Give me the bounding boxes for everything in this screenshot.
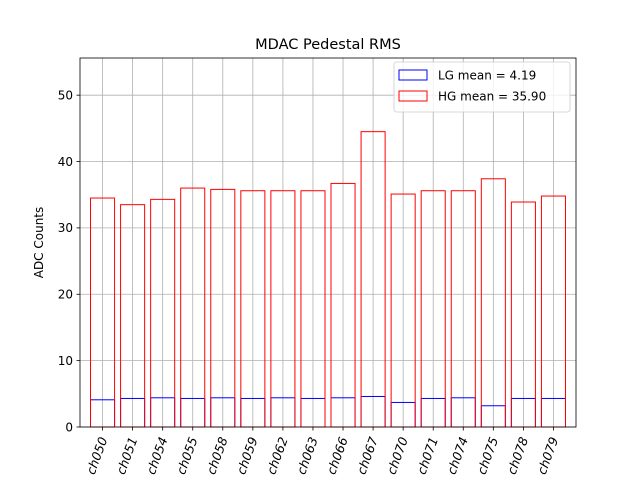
legend-box (393, 61, 571, 113)
x-tick-label: ch067 (354, 435, 381, 476)
y-axis-label: ADC Counts (32, 207, 46, 279)
x-tick-label: ch070 (384, 435, 411, 476)
x-tick-label: ch079 (534, 435, 561, 476)
x-tick-label: ch066 (324, 435, 351, 476)
x-tick-label: ch058 (203, 435, 230, 476)
x-tick-label: ch055 (173, 435, 200, 476)
y-tick-label: 50 (58, 88, 73, 102)
x-tick-label: ch059 (233, 435, 260, 476)
y-tick-label: 40 (58, 155, 73, 169)
legend-entry: LG mean = 4.19 (438, 68, 536, 82)
y-tick-label: 10 (58, 354, 73, 368)
legend: LG mean = 4.19 HG mean = 35.90 (393, 61, 571, 113)
x-tick-label: ch054 (143, 435, 170, 476)
y-tick-label: 30 (58, 221, 73, 235)
bars (90, 131, 566, 428)
grid-lines (80, 58, 576, 428)
x-tick-label: ch051 (113, 435, 140, 476)
x-tick-label: ch075 (474, 435, 501, 476)
x-tick-label: ch078 (504, 435, 531, 476)
legend-swatch (398, 90, 428, 102)
chart-title: MDAC Pedestal RMS (255, 37, 401, 53)
ticks: ch050 ch051 ch054 ch055 ch058 ch059 ch062 ch063… (58, 88, 562, 476)
y-tick-label: 0 (65, 420, 73, 434)
x-tick-label: ch074 (444, 435, 471, 476)
x-tick-label: ch071 (414, 435, 441, 476)
axes-frame (79, 57, 577, 428)
legend-swatch (398, 69, 428, 81)
legend-entry: HG mean = 35.90 (438, 89, 546, 103)
x-tick-label: ch050 (83, 435, 110, 476)
x-tick-label: ch062 (263, 435, 290, 476)
x-tick-label: ch063 (293, 435, 320, 476)
y-tick-label: 20 (58, 288, 73, 302)
